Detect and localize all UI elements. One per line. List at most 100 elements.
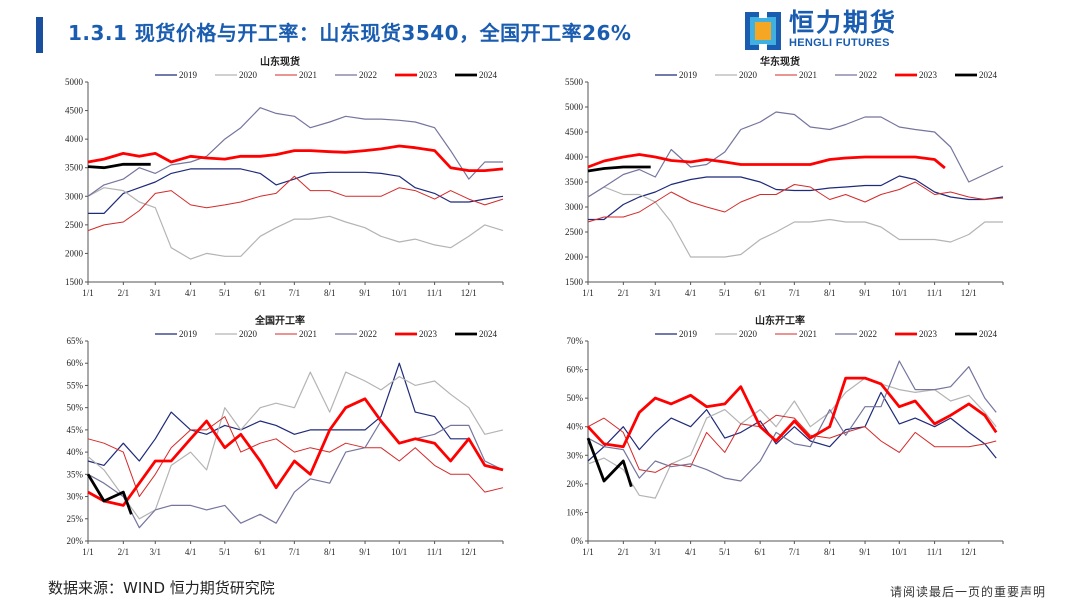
series-line-2022	[587, 360, 997, 482]
x-tick-label: 2/1	[618, 547, 630, 557]
series-line-2024	[587, 165, 651, 173]
chart-title: 华东现货	[760, 55, 800, 68]
series-line-2020	[587, 186, 1003, 258]
legend-label-2020: 2020	[239, 70, 258, 80]
legend-label-2023: 2023	[919, 70, 938, 80]
legend-label-2022: 2022	[359, 70, 377, 80]
y-tick-label: 1500	[565, 277, 584, 287]
x-tick-label: 4/1	[685, 288, 697, 298]
x-tick-label: 10/1	[891, 288, 907, 298]
y-tick-label: 40%	[67, 447, 84, 457]
x-tick-label: 10/1	[391, 288, 407, 298]
y-tick-label: 4000	[565, 152, 584, 162]
legend-label-2023: 2023	[419, 70, 438, 80]
y-tick-label: 5500	[565, 77, 584, 87]
page-title: 1.3.1 现货价格与开工率：山东现货3540，全国开工率26%	[68, 21, 632, 45]
y-tick-label: 30%	[67, 492, 84, 502]
series-line-2023	[586, 376, 998, 449]
x-tick-label: 1/1	[582, 547, 594, 557]
legend-label-2020: 2020	[239, 329, 258, 339]
chart-title: 全国开工率	[254, 314, 305, 327]
chart-svg: 全国开工率 20% 25% 30% 35% 40% 45% 50% 55% 60% 65% 1/1 2/…	[67, 314, 504, 557]
x-tick-label: 1/1	[82, 288, 94, 298]
x-tick-label: 11/1	[927, 288, 943, 298]
series-line-2024	[86, 473, 133, 515]
x-tick-label: 12/1	[961, 547, 977, 557]
chart-svg: 山东现货 1500 2000 2500 3000 3500 4000 4500 5000 1/1 2…	[65, 55, 504, 298]
chart-national-operating-rate: 全国开工率 20% 25% 30% 35% 40% 45% 50% 55% 60% 65% 1/1 2/…	[40, 314, 520, 564]
x-tick-label: 7/1	[289, 288, 301, 298]
x-tick-label: 1/1	[582, 288, 594, 298]
x-tick-label: 7/1	[789, 288, 801, 298]
x-tick-label: 4/1	[185, 547, 197, 557]
x-tick-label: 2/1	[618, 288, 630, 298]
legend-label-2021: 2021	[799, 329, 817, 339]
x-tick-label: 3/1	[150, 288, 162, 298]
legend-label-2021: 2021	[799, 70, 817, 80]
y-tick-label: 2500	[565, 227, 584, 237]
y-tick-label: 35%	[67, 469, 84, 479]
y-tick-label: 65%	[67, 336, 84, 346]
legend-label-2019: 2019	[179, 329, 198, 339]
y-tick-label: 1500	[65, 277, 84, 287]
legend-label-2019: 2019	[679, 70, 698, 80]
y-tick-label: 25%	[67, 514, 84, 524]
series-line-2021	[587, 181, 1004, 223]
series-line-2024	[87, 162, 151, 170]
series-line-2022	[587, 111, 1004, 198]
y-tick-label: 20%	[67, 536, 84, 546]
x-tick-label: 12/1	[461, 547, 477, 557]
x-tick-label: 5/1	[719, 547, 731, 557]
legend-label-2024: 2024	[479, 329, 498, 339]
legend-label-2023: 2023	[419, 329, 438, 339]
x-tick-label: 8/1	[824, 547, 836, 557]
legend-label-2019: 2019	[679, 329, 698, 339]
legend-label-2022: 2022	[859, 329, 877, 339]
y-tick-label: 3500	[565, 177, 584, 187]
data-source: 数据来源：WIND 恒力期货研究院	[48, 579, 275, 597]
legend-label-2024: 2024	[979, 329, 998, 339]
logo-chinese-name: 恒力期货	[789, 8, 898, 37]
series-line-2019	[588, 175, 1004, 221]
legend-label-2019: 2019	[179, 70, 198, 80]
x-tick-label: 11/1	[927, 547, 943, 557]
x-tick-label: 4/1	[185, 288, 197, 298]
x-tick-label: 6/1	[754, 288, 766, 298]
y-tick-label: 70%	[567, 336, 584, 346]
series-line-2019	[587, 391, 997, 462]
x-tick-label: 8/1	[824, 288, 836, 298]
legend-label-2024: 2024	[479, 70, 498, 80]
series-line-2021	[587, 414, 997, 473]
chart-shandong-operating-rate: 山东开工率 0% 10% 20% 30% 40% 50% 60% 70% 1/1 2/1 3/1 4/1…	[540, 314, 1020, 564]
y-tick-label: 4500	[65, 106, 84, 116]
y-tick-label: 3000	[565, 202, 584, 212]
legend-label-2021: 2021	[299, 329, 317, 339]
x-tick-label: 9/1	[859, 547, 871, 557]
series-line-2023	[87, 397, 504, 507]
company-logo: 恒力期货 HENGLI FUTURES	[745, 10, 915, 52]
y-tick-label: 5000	[565, 102, 584, 112]
y-tick-label: 2000	[65, 248, 84, 258]
series-line-2023	[87, 144, 504, 172]
x-tick-label: 5/1	[719, 288, 731, 298]
y-tick-label: 30%	[567, 450, 584, 460]
y-tick-label: 55%	[67, 380, 84, 390]
x-tick-label: 6/1	[254, 288, 266, 298]
series-line-2020	[87, 187, 504, 260]
chart-title: 山东开工率	[755, 314, 805, 327]
x-tick-label: 10/1	[891, 547, 907, 557]
series-line-2022	[87, 107, 503, 197]
legend-label-2022: 2022	[359, 329, 377, 339]
y-tick-label: 5000	[65, 77, 84, 87]
legend-label-2020: 2020	[739, 329, 758, 339]
legend-label-2023: 2023	[919, 329, 938, 339]
x-tick-label: 10/1	[391, 547, 407, 557]
series-line-2024	[586, 437, 633, 488]
series-line-2019	[87, 362, 504, 471]
legend-label-2021: 2021	[299, 70, 317, 80]
series-line-2019	[88, 168, 504, 214]
x-tick-label: 8/1	[324, 547, 336, 557]
x-tick-label: 9/1	[359, 547, 371, 557]
y-tick-label: 60%	[567, 365, 584, 375]
chart-svg: 山东开工率 0% 10% 20% 30% 40% 50% 60% 70% 1/1 2/1 3/1 4/1…	[567, 314, 1004, 557]
